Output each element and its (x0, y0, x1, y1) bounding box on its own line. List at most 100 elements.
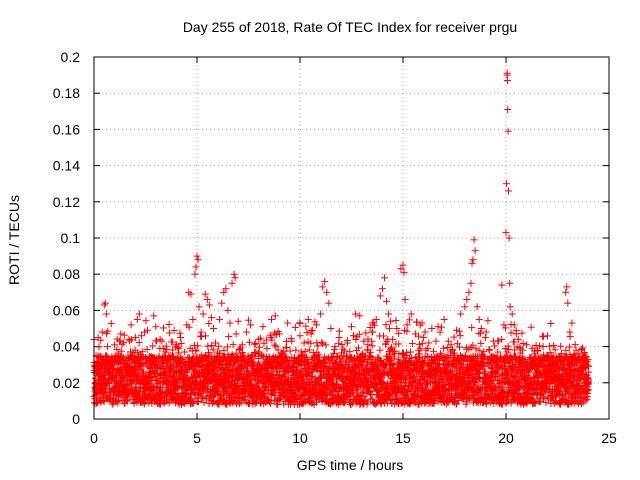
data-point (201, 332, 209, 340)
x-tick-label: 0 (90, 430, 98, 446)
data-point (192, 263, 200, 271)
data-point (501, 324, 509, 332)
y-tick-label: 0.04 (53, 339, 80, 355)
data-point (126, 337, 134, 345)
data-point (225, 333, 233, 341)
data-point (385, 325, 393, 333)
chart-title: Day 255 of 2018, Rate Of TEC Index for r… (183, 19, 517, 35)
data-point (95, 343, 103, 351)
data-point (484, 317, 492, 325)
data-point (263, 344, 271, 352)
data-point (407, 348, 415, 356)
data-point (177, 339, 185, 347)
y-tick-label: 0.14 (53, 158, 80, 174)
data-point (175, 345, 183, 353)
x-tick-label: 5 (193, 430, 201, 446)
data-point (307, 327, 315, 335)
data-point (104, 327, 112, 335)
y-tick-label: 0.12 (53, 194, 80, 210)
data-point (376, 346, 384, 354)
data-point (128, 376, 136, 384)
data-point (137, 332, 145, 340)
data-point (144, 357, 152, 365)
data-point (368, 328, 376, 336)
data-point (339, 345, 347, 353)
x-tick-label: 15 (395, 430, 411, 446)
data-point (356, 312, 364, 320)
data-point (376, 292, 384, 300)
data-point (242, 328, 250, 336)
data-point (220, 346, 228, 354)
data-point (165, 329, 173, 337)
data-point (143, 345, 151, 353)
data-point (209, 325, 217, 332)
y-tick-label: 0 (72, 411, 80, 427)
data-point (456, 332, 464, 340)
data-point (330, 346, 338, 354)
data-point (126, 360, 134, 368)
data-point (348, 323, 355, 331)
data-point (382, 321, 390, 329)
data-point (255, 335, 263, 343)
data-point (325, 299, 333, 307)
data-point (115, 390, 123, 398)
data-point (156, 344, 164, 352)
data-point (113, 345, 121, 353)
data-point (338, 340, 346, 348)
x-tick-label: 25 (601, 430, 617, 446)
data-point (393, 325, 401, 332)
data-point (199, 310, 207, 318)
data-point (252, 339, 260, 347)
data-point (224, 306, 232, 314)
data-point (408, 340, 416, 348)
data-point (158, 337, 166, 345)
data-point (368, 342, 376, 350)
data-point (165, 320, 173, 328)
data-point (498, 335, 506, 343)
data-point (100, 373, 108, 381)
data-point (115, 396, 123, 404)
data-point (138, 348, 146, 356)
data-point (392, 317, 400, 325)
data-point (327, 325, 335, 332)
data-point (352, 310, 360, 318)
data-point (170, 326, 178, 334)
data-point (312, 321, 320, 329)
data-point (119, 353, 127, 361)
data-point (395, 330, 403, 338)
data-point (102, 310, 110, 318)
data-point (378, 285, 386, 293)
data-point (255, 343, 263, 351)
data-point (144, 326, 152, 334)
data-point (141, 328, 149, 336)
data-point (232, 330, 240, 338)
data-point (286, 347, 294, 355)
data-point (189, 315, 197, 323)
data-point (181, 348, 189, 356)
data-point (127, 321, 135, 329)
data-point (383, 297, 391, 305)
data-point (234, 317, 242, 325)
y-tick-label: 0.06 (53, 302, 80, 318)
data-point (191, 270, 199, 278)
data-point (107, 320, 115, 328)
data-point (114, 399, 122, 407)
x-tick-label: 10 (292, 430, 308, 446)
data-point (387, 317, 395, 325)
data-point (120, 331, 128, 339)
data-point (117, 330, 125, 338)
data-point (165, 399, 173, 407)
data-point (226, 319, 234, 327)
data-point (170, 352, 178, 360)
data-point (425, 339, 433, 347)
data-point (156, 335, 164, 343)
data-point (311, 318, 319, 326)
data-point (98, 328, 106, 336)
data-point (134, 367, 142, 375)
data-point (539, 332, 547, 340)
data-point (527, 323, 535, 331)
data-point (194, 342, 202, 350)
data-point (142, 317, 150, 325)
data-point (204, 342, 212, 350)
data-point (562, 346, 570, 354)
